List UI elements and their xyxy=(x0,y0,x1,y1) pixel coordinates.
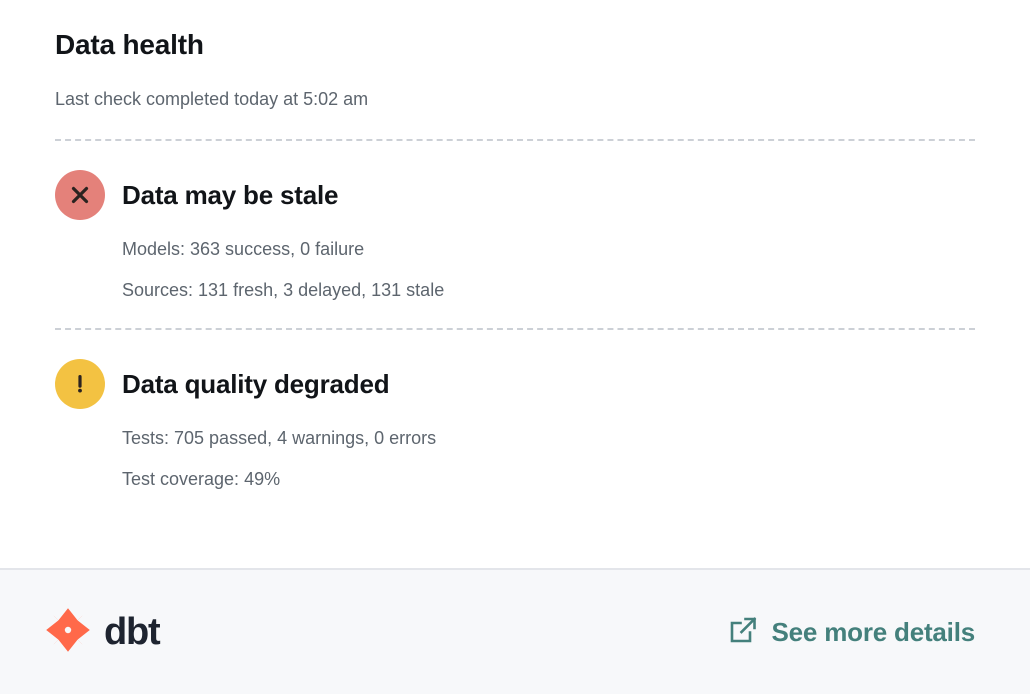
status-header: Data quality degraded xyxy=(55,359,975,409)
see-more-details-label: See more details xyxy=(771,617,976,647)
divider-top xyxy=(55,139,975,141)
status-block-quality: Data quality degraded Tests: 705 passed,… xyxy=(55,330,975,488)
dbt-logo-icon xyxy=(44,606,92,659)
dbt-wordmark: dbt xyxy=(104,611,161,653)
see-more-details-link[interactable]: See more details xyxy=(728,615,975,650)
status-title: Data quality degraded xyxy=(122,369,390,399)
status-block-stale: Data may be stale Models: 363 success, 0… xyxy=(55,141,975,328)
card-footer: dbt See more details xyxy=(0,568,1030,694)
page-title: Data health xyxy=(55,29,204,60)
status-detail-line: Tests: 705 passed, 4 warnings, 0 errors xyxy=(122,428,437,448)
dbt-brand: dbt xyxy=(44,606,161,659)
status-detail-line: Sources: 131 fresh, 3 delayed, 131 stale xyxy=(122,280,445,300)
divider-middle xyxy=(55,328,975,330)
status-detail-lines: Tests: 705 passed, 4 warnings, 0 errors … xyxy=(55,409,975,488)
spacer xyxy=(55,299,975,328)
status-title: Data may be stale xyxy=(122,180,339,210)
last-check-timestamp: Last check completed today at 5:02 am xyxy=(55,89,369,109)
status-detail-line: Models: 363 success, 0 failure xyxy=(122,239,365,259)
status-header: Data may be stale xyxy=(55,170,975,220)
status-detail-lines: Models: 363 success, 0 failure Sources: … xyxy=(55,220,975,299)
status-detail-line: Test coverage: 49% xyxy=(122,469,281,489)
external-link-icon xyxy=(728,615,758,650)
card-body: Data health Last check completed today a… xyxy=(55,29,975,488)
error-circle-x-icon xyxy=(55,170,105,220)
warning-circle-exclamation-icon xyxy=(55,359,105,409)
